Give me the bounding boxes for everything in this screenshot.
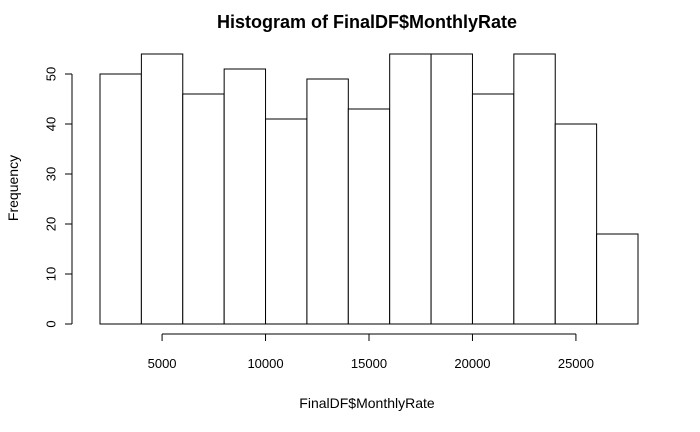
histogram-bar — [182, 93, 225, 325]
histogram-bar — [596, 233, 639, 325]
y-tick-label: 50 — [44, 67, 59, 81]
histogram-bar — [430, 53, 473, 325]
y-tick-label: 40 — [44, 117, 59, 131]
histogram-bar — [223, 68, 267, 325]
bars-group — [99, 53, 639, 325]
chart-title: Histogram of FinalDF$MonthlyRate — [217, 12, 517, 32]
x-tick-label: 20000 — [454, 356, 490, 371]
histogram-bar — [265, 118, 308, 325]
x-axis: 5000 10000 15000 20000 25000 — [148, 333, 594, 371]
x-axis-label: FinalDF$MonthlyRate — [299, 395, 435, 411]
histogram-bar — [389, 53, 432, 325]
x-tick-label: 25000 — [558, 356, 594, 371]
y-axis-label: Frequency — [5, 155, 21, 221]
histogram-bar — [347, 108, 391, 325]
histogram-bar — [513, 53, 556, 325]
x-tick-label: 15000 — [351, 356, 387, 371]
y-tick-label: 0 — [44, 320, 59, 327]
histogram-bar — [99, 73, 142, 325]
histogram-bar — [554, 123, 598, 325]
histogram-bar — [471, 93, 515, 325]
histogram-bar — [306, 78, 349, 325]
y-tick-label: 10 — [44, 267, 59, 281]
histogram-bar — [140, 53, 184, 325]
y-tick-label: 20 — [44, 217, 59, 231]
y-axis: 0 10 20 30 40 50 — [44, 67, 73, 328]
x-tick-label: 5000 — [148, 356, 177, 371]
x-tick-label: 10000 — [247, 356, 283, 371]
y-tick-label: 30 — [44, 167, 59, 181]
